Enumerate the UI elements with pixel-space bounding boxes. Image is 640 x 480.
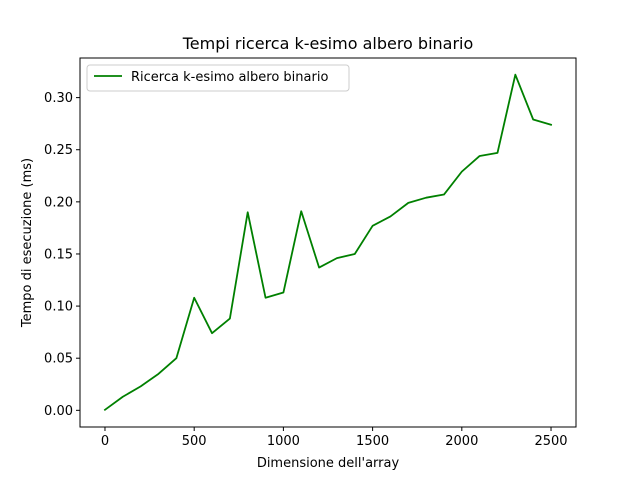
y-tick-label: 0.25 <box>44 143 73 158</box>
legend-box <box>86 64 350 92</box>
x-tick-label: 2500 <box>534 434 567 449</box>
y-tick-label: 0.05 <box>44 352 73 367</box>
chart-title: Tempi ricerca k-esimo albero binario <box>182 34 474 53</box>
y-tick-label: 0.10 <box>44 300 73 315</box>
y-axis-label: Tempo di esecuzione (ms) <box>20 158 35 328</box>
x-axis-label: Dimensione dell'array <box>257 456 400 471</box>
plot-area <box>80 58 576 427</box>
legend: Ricerca k-esimo albero binario <box>86 64 350 92</box>
y-axis-ticks: 0.00 0.05 0.10 0.15 0.20 0.25 0.30 <box>44 91 80 419</box>
plot-frame <box>79 57 577 428</box>
x-tick-label: 0 <box>101 434 109 449</box>
x-tick-label: 2000 <box>445 434 478 449</box>
x-tick-label: 1500 <box>356 434 389 449</box>
x-tick-label: 1000 <box>267 434 300 449</box>
x-tick-label: 500 <box>182 434 207 449</box>
series-line <box>103 73 553 412</box>
x-axis-ticks: 0 500 1000 1500 2000 2500 <box>101 427 568 449</box>
y-tick-label: 0.00 <box>44 404 73 419</box>
y-tick-label: 0.20 <box>44 195 73 210</box>
y-tick-label: 0.15 <box>44 247 73 262</box>
y-tick-label: 0.30 <box>44 91 73 106</box>
legend-label: Ricerca k-esimo albero binario <box>131 70 328 85</box>
series-layer <box>103 73 553 412</box>
